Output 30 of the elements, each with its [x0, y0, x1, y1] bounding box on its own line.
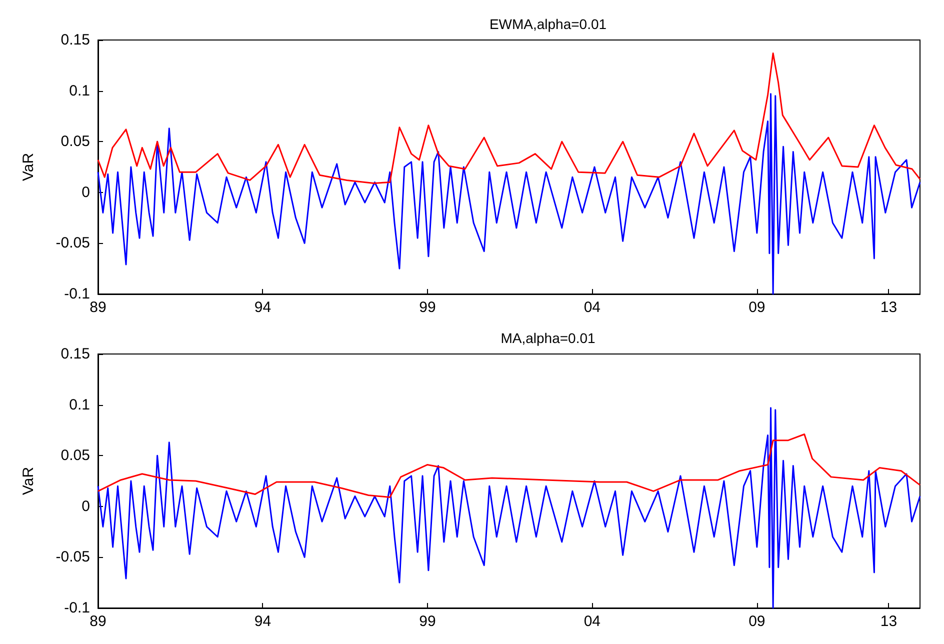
- x-tick-label: 89: [90, 299, 106, 316]
- y-tick-label: 0.15: [60, 32, 90, 48]
- y-tick-label: 0.05: [60, 447, 90, 464]
- y-tick-label: 0.1: [69, 396, 90, 414]
- x-tick-label: 99: [419, 299, 436, 316]
- x-tick-label: 13: [880, 613, 898, 630]
- x-tick-label: 94: [254, 613, 272, 630]
- line-series: [97, 434, 921, 498]
- x-tick-label: 09: [748, 613, 766, 630]
- chart-title: MA,alpha=0.01: [500, 330, 596, 346]
- y-tick-label: -0.05: [56, 234, 90, 252]
- x-tick-label: 99: [419, 613, 436, 630]
- y-tick-label: 0.1: [69, 82, 90, 100]
- y-axis-title: VaR: [20, 466, 37, 496]
- x-tick-label: 89: [90, 613, 106, 630]
- y-tick-label: 0: [82, 498, 90, 515]
- y-tick-label: -0.05: [56, 548, 90, 566]
- y-tick-label: -0.1: [64, 286, 90, 302]
- y-tick-label: 0.15: [60, 346, 90, 362]
- x-tick-label: 04: [584, 299, 601, 316]
- chart-title: EWMA,alpha=0.01: [489, 16, 607, 32]
- y-tick-label: 0: [82, 184, 90, 201]
- line-series: [97, 52, 921, 184]
- x-tick-label: 09: [748, 299, 766, 316]
- x-tick-label: 13: [880, 299, 898, 316]
- x-tick-label: 04: [584, 613, 601, 630]
- y-tick-label: 0.05: [60, 133, 90, 150]
- x-tick-label: 94: [254, 299, 272, 316]
- y-axis-title: VaR: [20, 152, 37, 182]
- y-tick-label: -0.1: [64, 600, 90, 616]
